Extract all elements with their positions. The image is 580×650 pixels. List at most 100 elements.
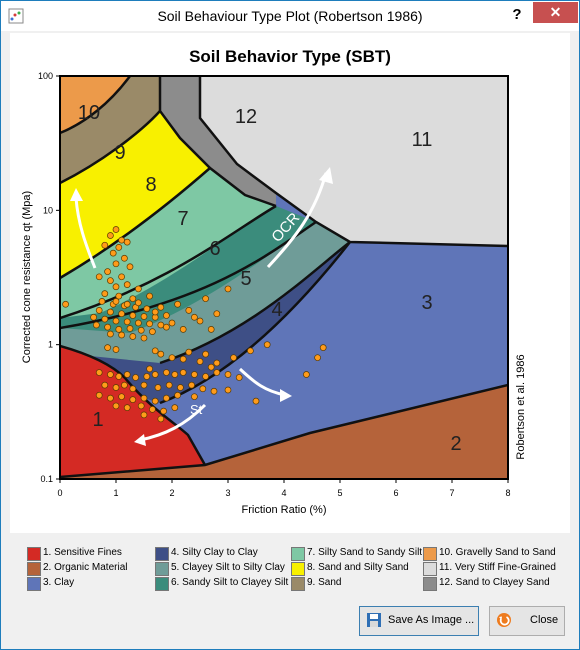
data-point — [168, 354, 176, 362]
data-point — [151, 397, 159, 405]
data-point — [224, 386, 232, 394]
zone-label-9: 9 — [114, 142, 125, 164]
legend-label: 6. Sandy Silt to Clayey Silt — [171, 577, 289, 588]
legend-label: 9. Sand — [307, 577, 342, 588]
data-point — [101, 290, 109, 297]
chart-panel: Soil Behavior Type (SBT) — [10, 33, 570, 533]
data-point — [104, 344, 111, 352]
data-point — [154, 384, 162, 391]
data-point — [112, 298, 120, 305]
data-point — [107, 277, 114, 284]
data-point — [95, 273, 103, 281]
window-close-button[interactable]: ✕ — [533, 2, 578, 23]
x-tick-label: 5 — [337, 488, 342, 498]
arrow-heads — [70, 167, 333, 446]
data-point — [129, 312, 137, 319]
side-label: Robertson et al. 1986 — [515, 354, 527, 459]
data-point — [115, 373, 123, 380]
data-point — [171, 371, 179, 378]
data-point — [235, 374, 243, 381]
zone-11-region — [200, 76, 508, 246]
zone-9-region — [60, 76, 160, 183]
y-axis-label: Corrected cone resistance qt (Mpa) — [21, 191, 33, 363]
legend-label: 3. Clay — [43, 577, 75, 588]
close-button[interactable]: Close — [489, 606, 565, 636]
data-point — [112, 283, 120, 291]
data-point — [252, 397, 260, 405]
sbt-chart: Soil Behavior Type (SBT) — [21, 47, 527, 516]
data-point — [129, 333, 137, 340]
data-point — [149, 405, 156, 413]
data-point — [112, 402, 120, 410]
zone-label-5: 5 — [240, 268, 251, 290]
x-tick-label: 4 — [281, 488, 286, 498]
data-points — [62, 226, 327, 423]
data-point — [199, 385, 207, 393]
zone-boundaries — [60, 76, 508, 479]
data-point — [137, 402, 145, 410]
save-as-image-button[interactable]: Save As Image ... — [359, 606, 479, 636]
legend-swatch — [155, 562, 169, 576]
y-axis-ticks: 0.1 1 10 100 — [38, 71, 60, 484]
legend-swatch — [291, 547, 305, 561]
data-point — [191, 313, 198, 321]
data-point — [303, 371, 310, 378]
data-point — [112, 384, 120, 391]
chart-title: Soil Behavior Type (SBT) — [189, 47, 391, 66]
data-point — [149, 328, 156, 335]
legend-swatch — [27, 562, 41, 576]
data-point — [118, 236, 125, 244]
legend-swatch — [423, 562, 437, 576]
legend-label: 8. Sand and Silty Sand — [307, 562, 409, 573]
data-point — [151, 371, 159, 378]
legend-label: 10. Gravelly Sand to Sand — [439, 547, 556, 558]
legend-swatch — [291, 577, 305, 591]
help-button[interactable]: ? — [512, 6, 522, 23]
x-tick-label: 1 — [113, 488, 118, 498]
legend-swatch — [27, 547, 41, 561]
data-point — [123, 371, 131, 378]
data-point — [188, 381, 195, 389]
legend-swatch — [423, 547, 437, 561]
data-point — [123, 238, 131, 246]
x-axis-label: Friction Ratio (%) — [242, 504, 327, 516]
legend-label: 4. Silty Clay to Clay — [171, 547, 258, 558]
data-point — [177, 384, 184, 391]
zone-label-10: 10 — [78, 102, 100, 124]
data-point — [319, 344, 327, 352]
data-point — [126, 325, 134, 332]
data-point — [163, 369, 170, 376]
sbt-zones — [60, 76, 508, 479]
data-point — [202, 295, 209, 303]
data-point — [140, 394, 148, 402]
data-point — [185, 307, 193, 314]
data-point — [123, 281, 131, 288]
title-bar[interactable]: Soil Behaviour Type Plot (Robertson 1986… — [1, 1, 579, 31]
legend-label: 5. Clayey Silt to Silty Clay — [171, 562, 285, 573]
data-point — [202, 373, 209, 380]
y-tick-label: 100 — [38, 71, 53, 81]
legend-label: 12. Sand to Clayey Sand — [439, 577, 550, 588]
zone-label-7: 7 — [177, 208, 188, 230]
data-point — [118, 331, 125, 339]
zone-label-4: 4 — [271, 299, 282, 321]
arrow-head-ocr — [319, 167, 333, 184]
data-point — [90, 313, 97, 321]
zone-label-6: 6 — [209, 238, 220, 260]
data-point — [160, 407, 167, 415]
zone-label-11: 11 — [412, 129, 433, 151]
x-tick-label: 6 — [393, 488, 398, 498]
app-icon — [8, 8, 24, 24]
legend-swatch — [155, 577, 169, 591]
data-point — [263, 341, 271, 349]
y-tick-label: 1 — [48, 340, 53, 350]
legend-label: 1. Sensitive Fines — [43, 547, 122, 558]
zone-label-8: 8 — [145, 174, 156, 196]
data-point — [157, 415, 165, 423]
undo-icon — [497, 613, 511, 627]
data-point — [140, 381, 148, 389]
data-point — [202, 350, 209, 358]
save-button-label: Save As Image ... — [388, 614, 475, 626]
data-point — [121, 254, 128, 262]
arrow-head-st — [134, 434, 146, 446]
